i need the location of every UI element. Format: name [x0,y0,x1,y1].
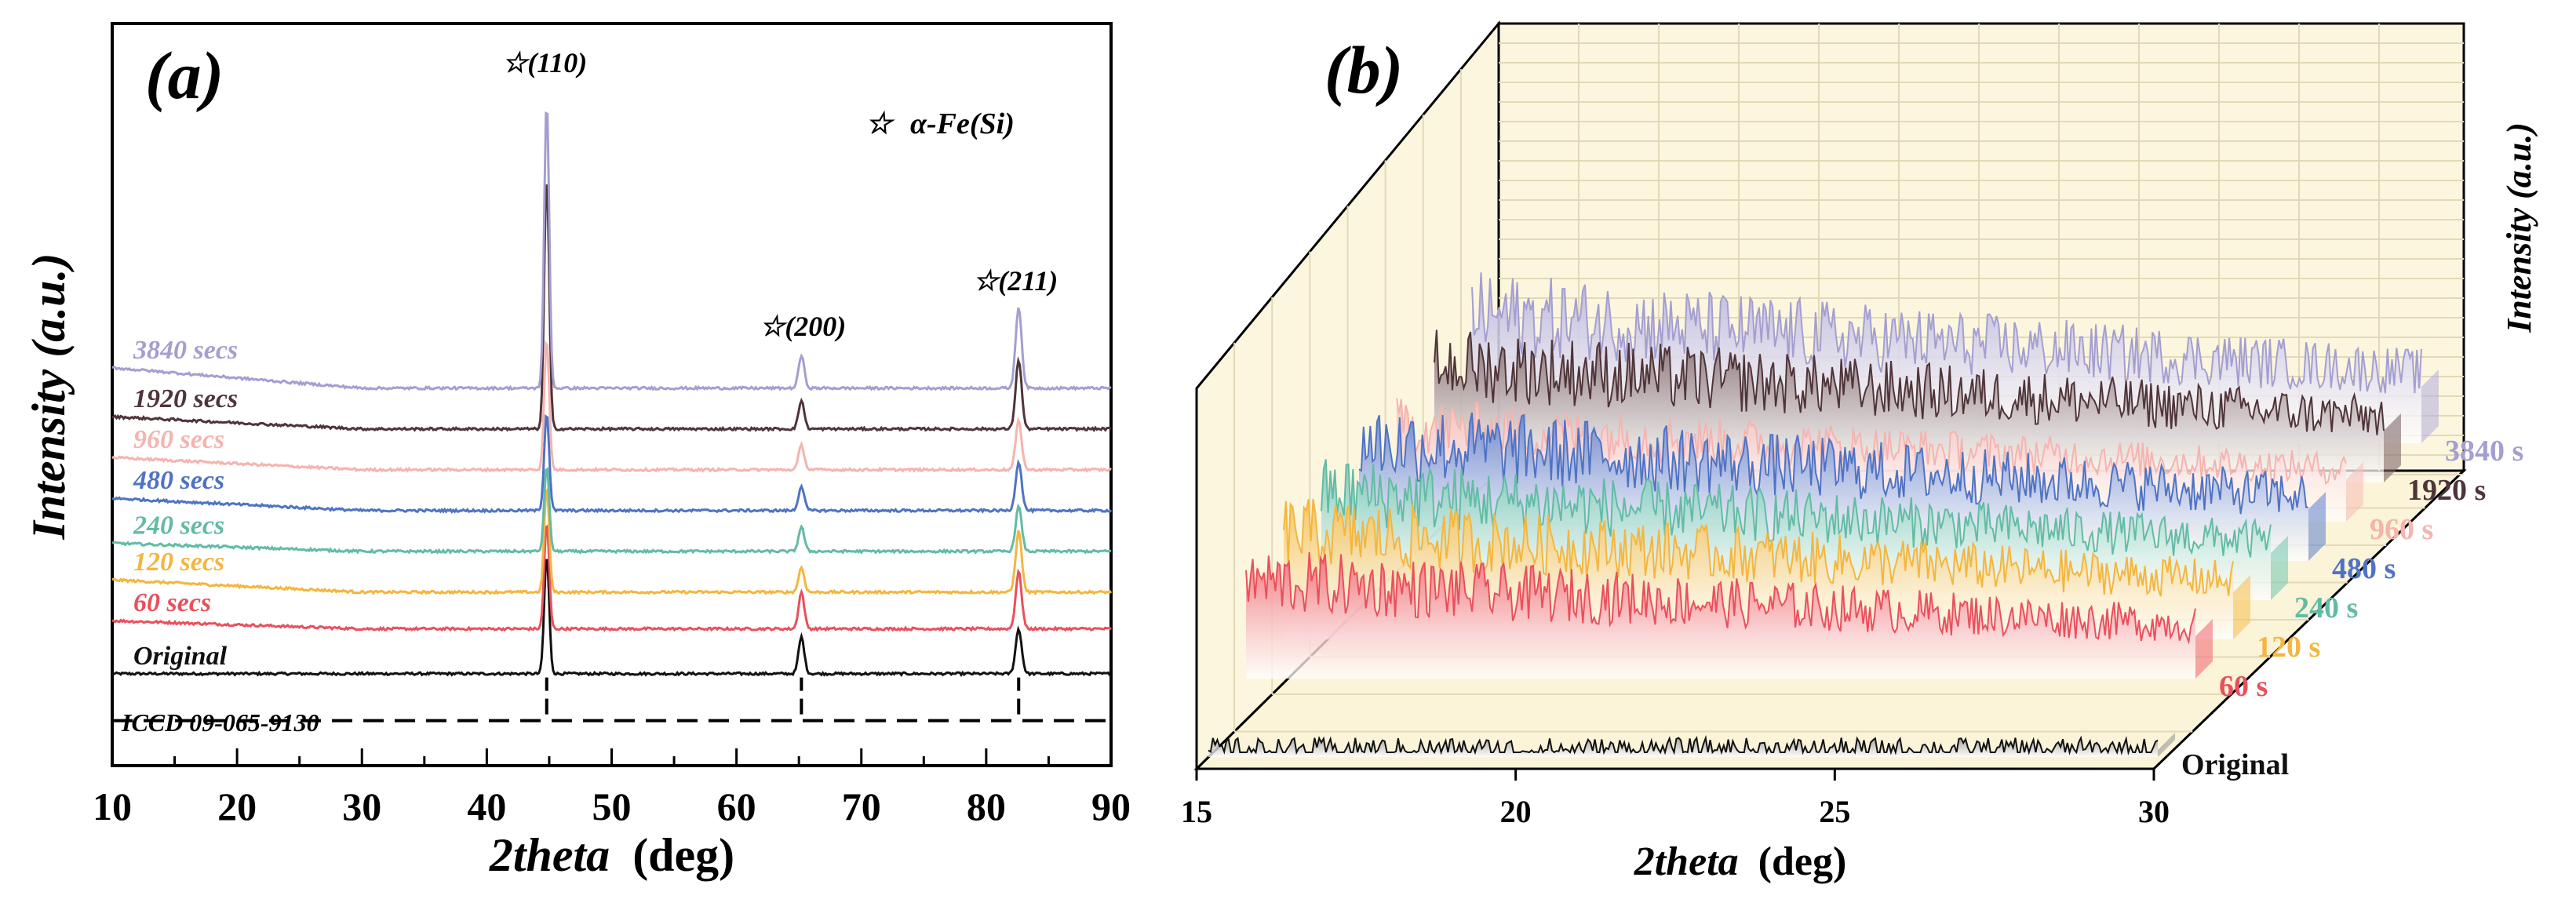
series-label: 60 secs [133,588,211,617]
peak-label: ☆(211) [973,265,1058,297]
ribbon-side [2271,536,2288,600]
legend-text: α-Fe(Si) [910,107,1015,140]
x-tick-label: 40 [467,784,506,828]
x-tick-label: 20 [217,784,257,828]
series-label: 3840 secs [133,336,238,365]
b-x-axis-title-main: 2theta [1634,839,1739,884]
x-tick-label: 70 [842,784,881,828]
ribbon-line [1283,498,2234,597]
series-label: 960 secs [133,425,224,454]
b-series-label: 240 s [2294,592,2358,624]
panel-b-x-tick-labels: 15 20 25 30 [1181,794,2170,829]
b-series-label: 1920 s [2407,474,2486,507]
b-series-label: 960 s [2370,513,2433,546]
ribbon-fill [1246,551,2195,679]
ribbon-side [2195,619,2213,679]
series-line [111,340,1112,473]
reference-label: ICCD 09-065-9130 [121,708,319,737]
ribbon-side [2308,492,2326,561]
panel-a-x-axis-title: 2theta (deg) [489,829,734,881]
panel-a: (a) ☆ α-Fe(Si) ☆(110)☆(200)☆(211) 3840 s… [23,22,1131,881]
b-x-tick-label: 20 [1500,794,1532,829]
series-line [112,524,1112,632]
legend-symbol: ☆ [865,107,895,140]
panel-a-ticks [111,748,1113,766]
peak-miller-index: (110) [527,47,587,78]
panel-b-label: (b) [1324,32,1403,107]
b-series-label: 120 s [2257,631,2320,664]
ribbon-line [1208,734,2159,755]
ribbon-side [2421,369,2439,443]
series-line [111,559,1112,678]
b-x-tick-label: 30 [2138,794,2170,829]
x-tick-label: 50 [592,784,632,828]
b-x-axis-title-unit: (deg) [1758,839,1847,884]
ribbon-line [1471,272,2422,394]
ribbon-line [1321,459,2272,558]
series-label: 120 secs [133,548,224,577]
x-axis-title-unit: (deg) [632,829,734,881]
peak-star-icon: ☆ [760,311,788,342]
legend: ☆ α-Fe(Si) [865,107,1015,140]
x-tick-label: 30 [342,784,381,828]
peak-labels: ☆(110)☆(200)☆(211) [502,47,1058,342]
panel-a-x-tick-labels: 10 20 30 40 50 60 70 80 90 [93,784,1131,828]
ribbon-line [1434,329,2385,435]
series-label: 240 secs [133,511,224,540]
panel-b-series-labels: 3840 s 1920 s 960 s 480 s 240 s 120 s 60 s Orig… [2181,435,2523,781]
ribbon-side [2384,413,2401,482]
peak-miller-index: (200) [785,311,846,342]
series-line [111,487,1113,595]
panel-a-label: (a) [145,38,224,113]
panel-b-y-axis-title: Intensity (a.u.) [2500,122,2538,333]
series-line [111,184,1112,433]
b-series-label: 60 s [2219,670,2268,703]
x-tick-label: 10 [93,784,132,828]
panel-a-plot-frame [111,22,1113,767]
peak-label: ☆(110) [502,47,587,78]
ribbon-line [1245,551,2196,645]
x-axis-title-main: 2theta [489,829,610,881]
panel-b-x-axis-title: 2theta (deg) [1634,839,1847,884]
x-tick-label: 90 [1091,784,1131,828]
series-label: 480 secs [133,466,224,495]
series-line [111,467,1112,555]
b-x-tick-label: 15 [1181,794,1212,829]
peak-star-icon: ☆ [973,265,1001,297]
b-series-label: 480 s [2332,552,2396,585]
ribbon-side [2346,462,2363,522]
b-series-label: Original [2181,748,2289,781]
peak-label: ☆(200) [760,311,846,342]
x-tick-label: 80 [967,784,1006,828]
panel-b-ribbons [1208,272,2439,757]
ribbon-side [2158,733,2175,757]
b-series-label: 3840 s [2445,435,2523,468]
peak-star-icon: ☆ [502,47,530,78]
panel-b: 3840 s 1920 s 960 s 480 s 240 s 120 s 60 s Orig… [1181,20,2538,884]
series-label: 1920 secs [133,384,238,413]
ribbon-side [2233,575,2250,639]
x-tick-label: 60 [717,784,756,828]
series-line [111,111,1111,392]
panel-a-curves [111,111,1113,723]
ribbon-line [1358,412,2309,515]
series-line [111,414,1113,515]
b-x-tick-label: 25 [1819,794,1850,829]
series-label: Original [133,642,228,671]
panel-a-y-axis-title: Intensity (a.u.) [23,253,75,540]
peak-miller-index: (211) [998,265,1058,297]
panel-a-series-labels: 3840 secs 1920 secs 960 secs 480 secs 240 se… [133,336,238,671]
